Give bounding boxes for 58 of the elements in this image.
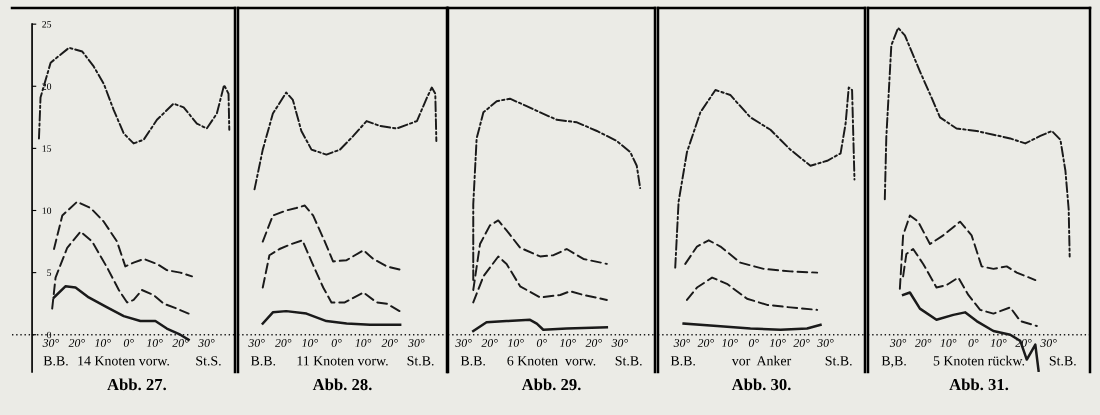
x-tick-label: 20° (275, 339, 292, 347)
x-tick-label: 30° (455, 339, 472, 347)
x-tick-label: 10° (990, 339, 1007, 347)
text: Abb. 30. (731, 378, 791, 391)
text: Abb. 28. (312, 378, 372, 391)
annotation: B.B. (460, 356, 485, 366)
x-tick-label: 20° (481, 339, 498, 347)
text: Abb. 27. (107, 378, 167, 391)
x-tick-label: 10° (769, 339, 786, 347)
y-tick-label: 25 (42, 21, 52, 28)
annotation: 6 Knoten vorw. (507, 356, 596, 366)
annotation: St.B. (615, 356, 642, 366)
annotation: St.B. (1049, 356, 1076, 366)
annotation: B.B. (250, 356, 276, 366)
annotation: vor Anker (731, 355, 792, 366)
text: Abb. 29. (521, 378, 581, 391)
x-tick-label: 10° (507, 339, 524, 347)
x-tick-label: 10° (721, 339, 738, 347)
x-tick-label: 30° (673, 339, 690, 347)
x-tick-label: 10° (146, 339, 163, 347)
annotation: 14 Knoten vorw. (78, 356, 169, 366)
annotation: St.B. (825, 356, 852, 366)
y-tick-label: 5 (47, 269, 52, 277)
annotation: B.B. (43, 356, 68, 366)
x-tick-label: 30° (1040, 339, 1057, 347)
x-tick-label: 10° (302, 339, 318, 347)
x-tick-label: 0° (968, 339, 979, 347)
x-tick-label: 30° (408, 339, 425, 347)
x-tick-label: 0° (748, 339, 759, 347)
annotation: St.S. (196, 356, 221, 366)
annotation: B,B. (881, 356, 906, 368)
x-tick-label: 0° (331, 339, 342, 347)
x-tick-label: 30° (198, 339, 215, 347)
x-tick-label: 20° (585, 339, 602, 347)
y-tick-label: 10 (42, 207, 52, 214)
x-tick-label: 20° (697, 339, 714, 347)
x-tick-label: 30° (42, 339, 59, 347)
x-tick-label: 30° (248, 339, 265, 347)
x-tick-label: 0° (123, 339, 134, 347)
x-tick-label: 10° (94, 339, 111, 347)
y-tick-label: 15 (42, 145, 52, 152)
x-tick-label: 20° (68, 339, 85, 347)
x-tick-label: 30° (817, 339, 834, 347)
annotation: 11 Knoten vorw. (297, 356, 388, 366)
x-tick-label: 30° (611, 339, 628, 347)
x-tick-label: 20° (914, 339, 932, 347)
x-tick-label: 30° (889, 339, 907, 347)
y-tick-label: 0 (47, 331, 52, 339)
x-tick-label: 10° (355, 339, 372, 347)
x-tick-label: 20° (793, 339, 810, 347)
x-tick-label: 10° (559, 339, 576, 347)
x-tick-label: 10° (940, 339, 957, 347)
x-tick-label: 0° (536, 339, 547, 347)
annotation: 5 Knoten rückw. (933, 355, 1025, 366)
text: Abb. 31. (949, 378, 1009, 391)
annotation: St.B. (407, 356, 434, 366)
x-tick-label: 20° (381, 339, 398, 347)
annotation: B.B. (670, 356, 695, 366)
